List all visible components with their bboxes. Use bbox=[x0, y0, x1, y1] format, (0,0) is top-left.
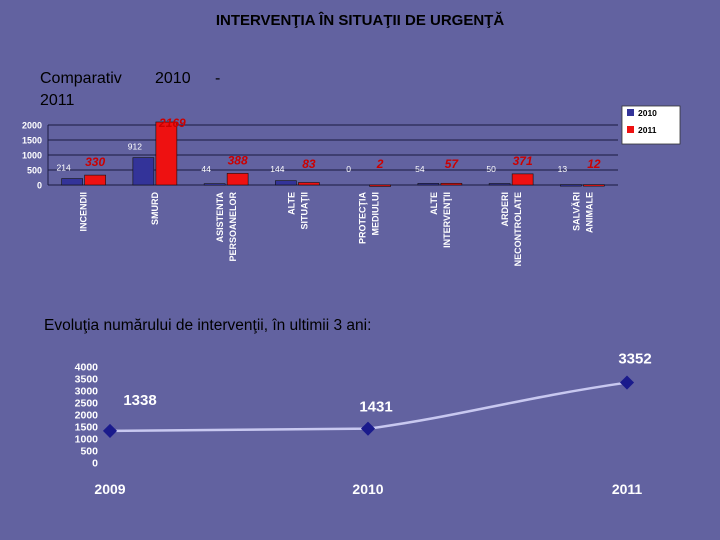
bar-2010 bbox=[203, 183, 226, 186]
x-tick-label: 2009 bbox=[94, 481, 125, 497]
data-point-marker bbox=[619, 375, 635, 390]
subtitle-year-to: 2011 bbox=[40, 92, 75, 109]
category-label: SALVĂRI ANIMALE bbox=[571, 192, 594, 233]
data-point-marker bbox=[102, 423, 118, 438]
bar-2011 bbox=[226, 173, 249, 186]
y-tick-label: 1000 bbox=[22, 151, 42, 161]
category-label-text: NECONTROLATE bbox=[513, 192, 523, 266]
data-label-2011: 83 bbox=[302, 157, 316, 171]
bar-2010 bbox=[488, 183, 511, 186]
category-label-text: ARDERI bbox=[500, 192, 510, 227]
data-label-2011: 2169 bbox=[158, 116, 186, 130]
category-label: SMURD bbox=[150, 192, 160, 225]
category-label-text: SALVĂRI bbox=[571, 192, 581, 231]
y-tick-label: 1500 bbox=[75, 422, 99, 434]
data-point-marker bbox=[360, 421, 376, 436]
y-tick-label: 1500 bbox=[22, 136, 42, 146]
y-tick-label: 4000 bbox=[75, 362, 99, 374]
data-label-2010: 144 bbox=[270, 164, 284, 174]
data-label-2010: 50 bbox=[486, 164, 496, 174]
category-label: INCENDII bbox=[79, 192, 89, 232]
data-label-2011: 12 bbox=[587, 157, 601, 171]
y-tick-label: 0 bbox=[92, 458, 98, 470]
y-tick-label: 2000 bbox=[22, 121, 42, 131]
bar-2011 bbox=[583, 184, 605, 187]
bar-2011 bbox=[298, 182, 320, 186]
y-tick-label: 1000 bbox=[75, 434, 99, 446]
subtitle-label: Comparativ bbox=[40, 70, 122, 87]
data-label-2011: 2 bbox=[376, 157, 384, 171]
bar-2011 bbox=[440, 182, 463, 186]
category-label-text: ALTE bbox=[286, 192, 296, 215]
legend-swatch bbox=[627, 109, 634, 116]
line-chart-title: Evoluţia numărului de intervenţii, în ul… bbox=[44, 317, 372, 334]
data-label: 1338 bbox=[123, 392, 156, 409]
y-tick-label: 3000 bbox=[75, 386, 99, 398]
data-label-2010: 0 bbox=[346, 164, 351, 174]
bar-2010 bbox=[275, 180, 297, 186]
subtitle-year-from: 2010 bbox=[155, 70, 191, 87]
data-label-2011: 388 bbox=[228, 153, 248, 167]
y-tick-label: 500 bbox=[27, 166, 42, 176]
bar-2011 bbox=[155, 121, 178, 186]
page-title: INTERVENŢIA ÎN SITUAŢII DE URGENŢĂ bbox=[215, 12, 505, 29]
category-label: ASISTENTA PERSOANELOR bbox=[215, 192, 238, 262]
category-label-text: SITUAŢII bbox=[299, 192, 309, 230]
legend-label: 2011 bbox=[638, 125, 657, 135]
bar-2010 bbox=[417, 183, 440, 186]
category-label-text: MEDIULUI bbox=[371, 192, 381, 236]
category-label: ALTE SITUAŢII bbox=[286, 192, 309, 230]
y-tick-label: 3500 bbox=[75, 374, 99, 386]
category-label-text: ASISTENTA bbox=[215, 192, 225, 243]
data-label-2010: 214 bbox=[57, 163, 71, 173]
data-label: 3352 bbox=[618, 351, 651, 368]
data-label-2011: 330 bbox=[85, 155, 105, 169]
y-tick-label: 0 bbox=[37, 181, 42, 191]
category-label-text: PROTECŢIA bbox=[358, 192, 368, 245]
category-label-text: ANIMALE bbox=[584, 192, 594, 233]
data-label-2010: 912 bbox=[128, 142, 142, 152]
bar-2011 bbox=[511, 173, 534, 186]
data-label-2011: 371 bbox=[513, 154, 533, 168]
data-label-2011: 57 bbox=[445, 157, 460, 171]
data-label-2010: 54 bbox=[415, 164, 425, 174]
category-label: ALTE INTERVENŢII bbox=[429, 192, 452, 248]
legend-label: 2010 bbox=[638, 108, 657, 118]
bar-2011 bbox=[84, 174, 106, 186]
bar-2011 bbox=[369, 184, 391, 187]
x-tick-label: 2010 bbox=[352, 481, 383, 497]
data-label: 1431 bbox=[359, 399, 392, 416]
category-label: ARDERI NECONTROLATE bbox=[500, 192, 523, 266]
category-label-text: ALTE bbox=[429, 192, 439, 215]
y-tick-label: 500 bbox=[80, 446, 98, 458]
data-label-2010: 44 bbox=[201, 164, 211, 174]
category-label-text: INTERVENŢII bbox=[442, 192, 452, 248]
category-label-text: INCENDII bbox=[79, 192, 89, 232]
y-tick-label: 2500 bbox=[75, 398, 99, 410]
y-tick-label: 2000 bbox=[75, 410, 99, 422]
bar-2010 bbox=[560, 184, 582, 187]
bar-2010 bbox=[61, 178, 83, 186]
legend-swatch bbox=[627, 126, 634, 133]
x-tick-label: 2011 bbox=[612, 481, 643, 497]
bar-2010 bbox=[132, 157, 155, 186]
subtitle-dash: - bbox=[215, 70, 221, 87]
category-label: PROTECŢIA MEDIULUI bbox=[358, 192, 381, 245]
category-label-text: PERSOANELOR bbox=[228, 192, 238, 262]
data-label-2010: 13 bbox=[558, 164, 568, 174]
category-label-text: SMURD bbox=[150, 192, 160, 225]
